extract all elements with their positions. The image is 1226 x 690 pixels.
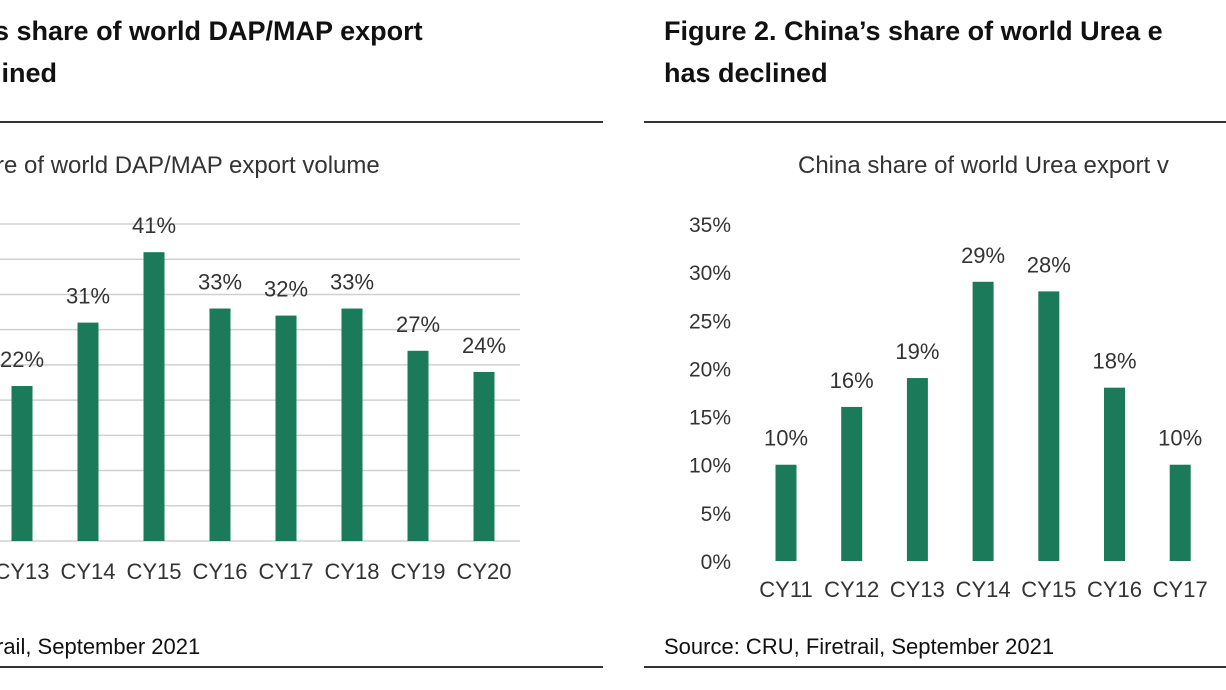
figure-1-bottom-rule <box>0 666 603 668</box>
y-tick-label: 25% <box>689 310 731 333</box>
x-tick-label: CY15 <box>126 559 181 584</box>
bar <box>209 308 231 541</box>
figure-2-source: Source: CRU, Firetrail, September 2021 <box>664 634 1055 659</box>
bar <box>775 464 797 561</box>
data-label: 33% <box>330 270 374 295</box>
x-tick-label: CY17 <box>1153 577 1208 602</box>
bar <box>77 322 99 541</box>
figure-2-panel: Figure 2. China’s share of world Urea e … <box>644 0 1226 690</box>
chart-title: re of world DAP/MAP export volume <box>0 152 380 179</box>
figure-2-bar-chart: China share of world Urea export v 0% 5% 10… <box>689 152 1208 602</box>
x-tick-label: CY12 <box>824 577 879 602</box>
bar <box>407 350 429 541</box>
data-label: 29% <box>961 243 1005 268</box>
figure-2-title-line1: Figure 2. China’s share of world Urea e <box>664 16 1163 46</box>
figure-1-title-line1: s share of world DAP/MAP export <box>0 16 423 46</box>
figure-1-panel: s share of world DAP/MAP export lined re… <box>0 0 610 690</box>
figure-2-title-line2: has declined <box>664 58 828 88</box>
data-label: 27% <box>396 312 440 337</box>
y-tick-label: 20% <box>689 358 731 381</box>
data-label: 18% <box>1092 349 1136 374</box>
data-label: 32% <box>264 277 308 302</box>
data-label: 16% <box>830 368 874 393</box>
x-tick-label: CY13 <box>890 577 945 602</box>
data-label: 33% <box>198 270 242 295</box>
data-label: 41% <box>132 213 176 238</box>
x-tick-label: CY18 <box>324 559 379 584</box>
bar <box>473 371 495 541</box>
bar <box>275 315 297 541</box>
data-label: 19% <box>895 339 939 364</box>
bar <box>906 378 928 561</box>
x-tick-label: CY13 <box>0 559 50 584</box>
bar <box>1104 387 1125 561</box>
data-label: 22% <box>0 347 44 372</box>
bar <box>1169 464 1191 561</box>
figure-1-top-rule <box>0 121 603 123</box>
x-tick-label: CY14 <box>956 577 1011 602</box>
figure-1-title-line2: lined <box>0 58 58 88</box>
x-tick-label: CY16 <box>192 559 247 584</box>
x-tick-label: CY11 <box>759 577 812 602</box>
bar <box>11 386 33 541</box>
x-tick-label: CY16 <box>1087 577 1142 602</box>
figure-1-source: rail, September 2021 <box>0 634 201 659</box>
bar <box>1038 291 1060 561</box>
data-label: 28% <box>1027 252 1071 277</box>
data-label: 31% <box>66 284 110 309</box>
figure-1-bar-chart: re of world DAP/MAP export volume CY13 22%… <box>0 152 520 584</box>
figure-1-title: s share of world DAP/MAP export lined <box>0 10 423 94</box>
y-tick-label: 10% <box>689 455 731 478</box>
data-label: 10% <box>764 426 808 451</box>
bar <box>841 406 863 561</box>
chart-title: China share of world Urea export v <box>798 152 1169 179</box>
figure-2-top-rule <box>644 121 1226 123</box>
y-tick-label: 30% <box>689 262 731 285</box>
y-tick-label: 0% <box>701 551 731 574</box>
bar <box>143 252 165 541</box>
data-label: 24% <box>462 333 506 358</box>
x-tick-label: CY17 <box>258 559 313 584</box>
bar <box>341 308 363 541</box>
x-tick-label: CY15 <box>1021 577 1076 602</box>
y-tick-label: 35% <box>689 214 731 237</box>
y-tick-label: 5% <box>701 503 731 526</box>
x-tick-label: CY14 <box>60 559 115 584</box>
data-label: 10% <box>1158 426 1202 451</box>
figure-2-bottom-rule <box>644 666 1226 668</box>
y-tick-label: 15% <box>689 407 731 430</box>
figure-2-title: Figure 2. China’s share of world Urea e … <box>664 10 1163 94</box>
bar <box>972 281 994 561</box>
x-tick-label: CY19 <box>390 559 445 584</box>
x-tick-label: CY20 <box>456 559 511 584</box>
